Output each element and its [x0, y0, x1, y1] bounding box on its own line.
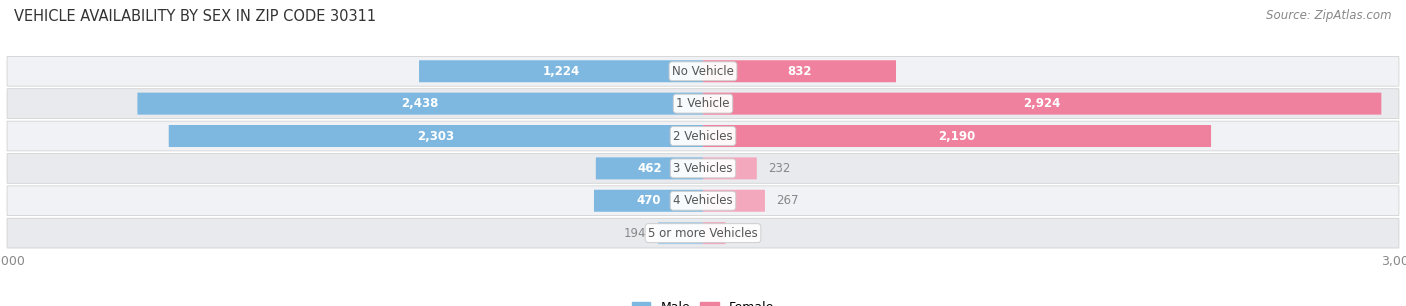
FancyBboxPatch shape: [7, 218, 1399, 248]
Text: No Vehicle: No Vehicle: [672, 65, 734, 78]
FancyBboxPatch shape: [703, 93, 1381, 115]
Text: 194: 194: [624, 227, 647, 240]
Text: VEHICLE AVAILABILITY BY SEX IN ZIP CODE 30311: VEHICLE AVAILABILITY BY SEX IN ZIP CODE …: [14, 9, 377, 24]
Text: 2,438: 2,438: [402, 97, 439, 110]
Text: 1,224: 1,224: [543, 65, 579, 78]
FancyBboxPatch shape: [169, 125, 703, 147]
FancyBboxPatch shape: [7, 121, 1399, 151]
FancyBboxPatch shape: [7, 186, 1399, 216]
FancyBboxPatch shape: [138, 93, 703, 115]
Text: 3 Vehicles: 3 Vehicles: [673, 162, 733, 175]
Text: 232: 232: [769, 162, 790, 175]
FancyBboxPatch shape: [596, 157, 703, 179]
FancyBboxPatch shape: [703, 157, 756, 179]
Text: 832: 832: [787, 65, 811, 78]
FancyBboxPatch shape: [703, 125, 1211, 147]
FancyBboxPatch shape: [703, 60, 896, 82]
FancyBboxPatch shape: [7, 89, 1399, 118]
FancyBboxPatch shape: [419, 60, 703, 82]
FancyBboxPatch shape: [7, 154, 1399, 183]
Legend: Male, Female: Male, Female: [627, 296, 779, 306]
FancyBboxPatch shape: [7, 56, 1399, 86]
Text: 2,924: 2,924: [1024, 97, 1062, 110]
Text: 2,190: 2,190: [938, 129, 976, 143]
Text: 2,303: 2,303: [418, 129, 454, 143]
Text: 1 Vehicle: 1 Vehicle: [676, 97, 730, 110]
FancyBboxPatch shape: [703, 190, 765, 212]
Text: 470: 470: [637, 194, 661, 207]
FancyBboxPatch shape: [658, 222, 703, 244]
FancyBboxPatch shape: [703, 222, 725, 244]
Text: 267: 267: [776, 194, 799, 207]
Text: 97: 97: [737, 227, 752, 240]
Text: 462: 462: [637, 162, 662, 175]
Text: 4 Vehicles: 4 Vehicles: [673, 194, 733, 207]
Text: 5 or more Vehicles: 5 or more Vehicles: [648, 227, 758, 240]
Text: 2 Vehicles: 2 Vehicles: [673, 129, 733, 143]
Text: Source: ZipAtlas.com: Source: ZipAtlas.com: [1267, 9, 1392, 22]
FancyBboxPatch shape: [593, 190, 703, 212]
